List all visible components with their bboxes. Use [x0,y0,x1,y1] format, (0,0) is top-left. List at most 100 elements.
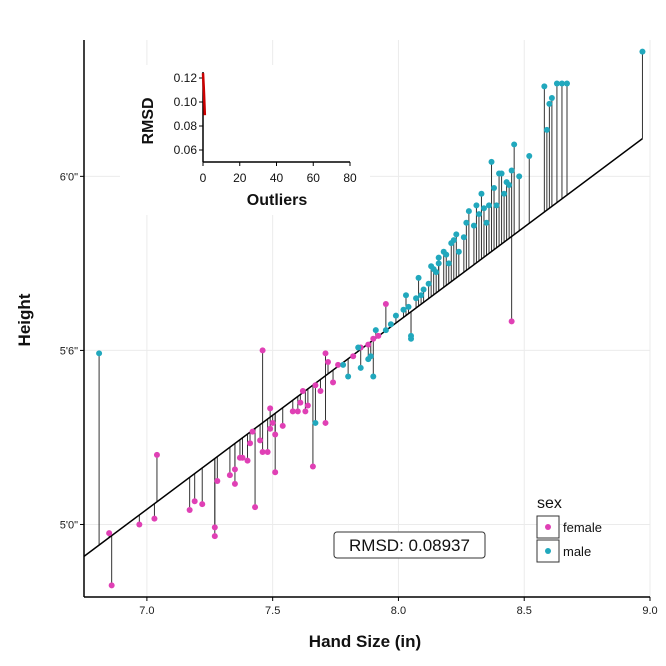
data-point-male-27 [435,260,442,267]
data-point-male-5 [357,364,364,371]
data-point-male-18 [413,295,420,302]
data-point-female-8 [211,524,218,531]
data-point-female-10 [214,477,221,484]
data-point-male-33 [453,231,460,238]
y-tick-label-1: 5'6" [60,345,78,357]
data-point-male-41 [478,190,485,197]
data-point-male-7 [367,353,374,360]
main-axes [83,40,650,598]
data-point-male-22 [425,280,432,287]
data-point-female-46 [365,341,372,348]
data-point-male-26 [435,254,442,261]
data-point-male-32 [450,237,457,244]
data-point-female-21 [259,448,266,455]
data-point-male-46 [491,184,498,191]
data-point-male-54 [511,141,518,148]
data-point-male-35 [460,234,467,241]
rmsd-annotation-box [333,531,486,559]
legend-title: sex [537,495,562,512]
x-tick-label-2: 8.0 [391,605,406,617]
inset-rmsd-line [201,73,207,116]
inset-y-title: RMSD [140,97,157,144]
inset-y-tick-label-1: 0.08 [174,119,198,133]
data-point-male-17 [408,332,415,339]
data-point-female-4 [153,451,160,458]
data-point-female-0 [106,530,113,537]
data-point-female-42 [330,379,337,386]
data-point-female-34 [302,408,309,415]
x-tick-label-3: 8.5 [517,605,532,617]
data-point-female-19 [252,504,259,511]
data-point-female-7 [199,501,206,508]
data-point-male-21 [420,286,427,293]
inset-y-tick-label-2: 0.10 [174,95,198,109]
y-tick-label-0: 5'0" [60,519,78,531]
inset-x-tick-label-0: 0 [200,171,207,185]
rmsd-annotation-label: RMSD: 0.08937 [349,536,470,555]
inset-y-tick-label-0: 0.06 [174,143,198,157]
data-point-female-13 [231,480,238,487]
data-point-male-62 [558,80,565,87]
data-point-female-12 [231,466,238,473]
data-point-female-40 [322,419,329,426]
data-point-male-29 [443,251,450,258]
data-point-female-1 [108,582,115,589]
residual-segments [98,51,643,586]
data-point-male-64 [639,48,646,55]
data-point-female-20 [257,437,264,444]
legend-swatch-male [545,548,551,554]
data-point-female-47 [370,335,377,342]
legend-swatch-female [545,524,551,530]
data-point-male-49 [498,170,505,177]
data-point-male-40 [475,211,482,218]
data-point-male-36 [463,219,470,226]
data-point-male-39 [473,202,480,209]
data-point-female-29 [279,422,286,429]
data-points [96,48,646,589]
inset-y-tick-label-3: 0.12 [174,71,198,85]
inset-x-tick-label-1: 20 [233,171,247,185]
data-point-female-2 [136,521,143,528]
y-axis-title: Height [15,293,34,346]
data-point-male-57 [541,83,548,90]
data-point-male-15 [405,303,412,310]
data-point-female-23 [264,448,271,455]
data-point-male-63 [563,80,570,87]
data-point-female-18 [249,428,256,435]
data-point-female-49 [382,300,389,307]
legend-label-female: female [563,520,602,535]
data-point-female-44 [350,353,357,360]
inset-x-title: Outliers [247,192,308,209]
data-point-male-42 [480,205,487,212]
data-point-female-15 [239,454,246,461]
data-point-female-24 [267,405,274,412]
main-ticks: 7.0 7.5 8.0 8.5 9.0 5'0" 5'6" 6'0" [60,171,658,617]
data-point-female-32 [297,399,304,406]
data-point-male-44 [486,202,493,209]
inset-background [120,65,370,215]
data-point-male-9 [372,327,379,334]
data-point-female-33 [299,388,306,395]
data-point-female-5 [186,506,193,513]
data-point-female-43 [335,361,342,368]
data-point-female-9 [211,533,218,540]
data-point-male-20 [418,292,425,299]
data-point-female-30 [289,408,296,415]
data-point-female-3 [151,515,158,522]
data-point-female-6 [191,498,198,505]
data-point-female-16 [244,457,251,464]
data-point-female-26 [269,419,276,426]
data-point-male-61 [553,80,560,87]
data-point-female-36 [309,463,316,470]
x-axis-title: Hand Size (in) [309,632,421,651]
data-point-male-50 [501,190,508,197]
data-point-male-45 [488,158,495,165]
data-point-female-48 [375,332,382,339]
data-point-male-10 [382,327,389,334]
inset-x-tick-label-3: 60 [307,171,321,185]
data-point-female-11 [226,472,233,479]
inset-chart: 0 20 40 60 80 0.06 0.08 0.10 0.12 Outliers RMSD [120,65,370,215]
data-point-male-58 [543,126,550,133]
x-tick-label-4: 9.0 [642,605,657,617]
